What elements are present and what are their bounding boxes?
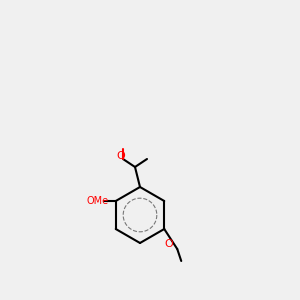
Text: O: O [117,151,125,161]
Text: OMe: OMe [87,196,109,206]
Text: O: O [165,239,174,249]
